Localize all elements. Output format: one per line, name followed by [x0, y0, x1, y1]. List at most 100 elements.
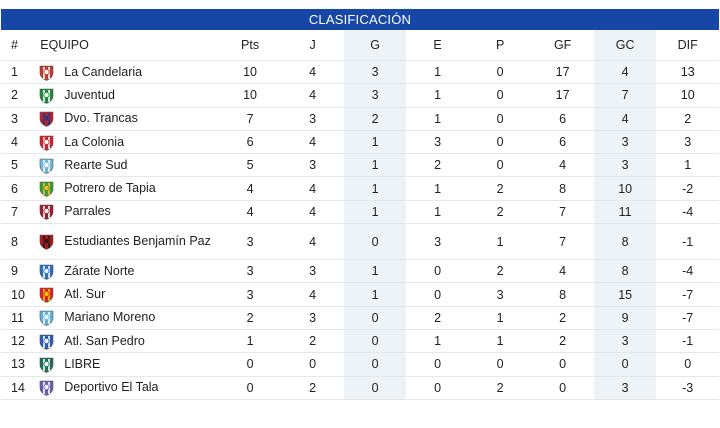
- stat-pts: 3: [218, 259, 282, 283]
- stat-pts: 10: [218, 59, 282, 84]
- stat-dif: -7: [656, 305, 719, 330]
- col-header-g: G: [343, 30, 407, 61]
- row-team[interactable]: La Candelaria: [32, 59, 219, 84]
- stat-j: 3: [281, 153, 344, 177]
- stat-g: 0: [343, 352, 407, 377]
- stat-dif: 2: [656, 106, 719, 131]
- row-position: 7: [1, 199, 33, 224]
- stat-dif: -2: [656, 176, 719, 201]
- row-team[interactable]: LIBRE: [32, 352, 219, 377]
- stat-g: 0: [343, 305, 407, 330]
- stat-gc: 3: [593, 375, 657, 400]
- table-row[interactable]: 13 LIBRE 0 0 0 0 0 0 0 0: [1, 352, 719, 377]
- team-name[interactable]: Atl. Sur: [64, 287, 106, 302]
- row-position: 5: [1, 153, 33, 177]
- row-team[interactable]: Rearte Sud: [32, 153, 219, 177]
- stat-pts: 1: [218, 328, 282, 353]
- table-row[interactable]: 8 Estudiantes Benjamín Paz 3 4 0 3 1 7 8 -1: [1, 223, 719, 260]
- stat-pts: 0: [218, 375, 282, 400]
- header-row: # EQUIPO Pts J G E P GF GC DIF: [1, 30, 719, 61]
- juventud-crest-icon: [38, 87, 55, 104]
- stat-p: 2: [468, 199, 532, 224]
- col-header-team: EQUIPO: [40, 38, 89, 52]
- stat-dif: -7: [656, 282, 719, 307]
- stat-gc: 7: [593, 83, 657, 108]
- table-row[interactable]: 14 Deportivo El Tala 0 2 0 0 2 0 3 -3: [1, 375, 719, 400]
- mariano-moreno-crest-icon: [38, 309, 55, 327]
- table-row[interactable]: 7 Parrales 4 4 1 1 2 7 11 -4: [1, 199, 719, 224]
- row-team[interactable]: Parrales: [32, 199, 219, 224]
- team-name[interactable]: Potrero de Tapia: [64, 181, 156, 196]
- team-name[interactable]: Parrales: [64, 204, 111, 219]
- san-pedro-crest-icon: [38, 333, 55, 350]
- row-position: 8: [1, 223, 33, 260]
- team-name[interactable]: Estudiantes Benjamín Paz: [64, 234, 211, 249]
- stat-e: 1: [406, 176, 469, 201]
- rearte-crest-icon: [38, 157, 55, 174]
- row-team[interactable]: Zárate Norte: [32, 259, 219, 283]
- stat-gf: 17: [531, 83, 594, 108]
- stat-e: 1: [406, 328, 469, 353]
- col-header-gc: GC: [593, 30, 657, 61]
- stat-g: 3: [343, 59, 407, 84]
- trancas-crest-icon: [38, 110, 55, 128]
- stat-gc: 3: [593, 153, 657, 177]
- stat-dif: 0: [656, 352, 719, 377]
- row-team[interactable]: Deportivo El Tala: [32, 375, 219, 400]
- stat-e: 0: [406, 282, 469, 307]
- stat-g: 0: [343, 375, 407, 400]
- table-row[interactable]: 5 Rearte Sud 5 3 1 2 0 4 3 1: [1, 153, 719, 177]
- stat-gf: 4: [531, 259, 594, 283]
- table-row[interactable]: 3 Dvo. Trancas 7 3 2 1 0 6 4 2: [1, 106, 719, 131]
- row-team[interactable]: Dvo. Trancas: [32, 106, 219, 131]
- team-name[interactable]: Zárate Norte: [64, 263, 135, 278]
- table-row[interactable]: 6 Potrero de Tapia 4 4 1 1 2 8 10 -2: [1, 176, 719, 201]
- table-row[interactable]: 2 Juventud 10 4 3 1 0 17 7 10: [1, 83, 719, 108]
- stat-pts: 0: [218, 352, 282, 377]
- row-position: 12: [1, 328, 33, 353]
- team-name[interactable]: La Colonia: [64, 134, 125, 149]
- team-name[interactable]: Dvo. Trancas: [64, 111, 138, 126]
- stat-j: 0: [281, 352, 344, 377]
- stat-e: 1: [406, 106, 469, 131]
- team-name[interactable]: Rearte Sud: [64, 157, 128, 172]
- stat-gf: 7: [531, 223, 594, 260]
- row-team[interactable]: Juventud: [32, 83, 219, 108]
- stat-dif: -3: [656, 375, 719, 400]
- stat-dif: 10: [656, 83, 719, 108]
- stat-j: 4: [281, 223, 344, 260]
- stat-e: 2: [406, 305, 469, 330]
- team-name[interactable]: Mariano Moreno: [64, 310, 156, 325]
- team-name[interactable]: Atl. San Pedro: [64, 333, 145, 348]
- el-tala-crest-icon: [38, 379, 55, 397]
- table-row[interactable]: 11 Mariano Moreno 2 3 0 2 1 2 9 -7: [1, 305, 719, 330]
- table-row[interactable]: 12 Atl. San Pedro 1 2 0 1 1 2 3 -1: [1, 328, 719, 353]
- stat-g: 2: [343, 106, 407, 131]
- table-row[interactable]: 10 Atl. Sur 3 4 1 0 3 8 15 -7: [1, 282, 719, 307]
- stat-pts: 7: [218, 106, 282, 131]
- stat-gf: 6: [531, 106, 594, 131]
- standings-body: 1 La Candelaria 10 4 3 1 0 17 4 13 2 Juventud 10 4 3 1 0…: [1, 59, 719, 400]
- row-team[interactable]: Estudiantes Benjamín Paz: [32, 223, 219, 260]
- stat-pts: 10: [218, 83, 282, 108]
- team-name[interactable]: La Candelaria: [64, 64, 143, 79]
- row-position: 4: [1, 129, 33, 154]
- stat-g: 1: [343, 199, 407, 224]
- row-team[interactable]: Atl. San Pedro: [32, 328, 219, 353]
- stat-e: 1: [406, 59, 469, 84]
- row-team[interactable]: La Colonia: [32, 129, 219, 154]
- stat-g: 1: [343, 176, 407, 201]
- table-row[interactable]: 9 Zárate Norte 3 3 1 0 2 4 8 -4: [1, 259, 719, 283]
- row-team[interactable]: Mariano Moreno: [32, 305, 219, 330]
- team-name[interactable]: Deportivo El Tala: [64, 380, 159, 395]
- table-row[interactable]: 4 La Colonia 6 4 1 3 0 6 3 3: [1, 129, 719, 154]
- row-team[interactable]: Potrero de Tapia: [32, 176, 219, 201]
- stat-g: 1: [343, 129, 407, 154]
- row-team[interactable]: Atl. Sur: [32, 282, 219, 307]
- row-position: 10: [1, 282, 33, 307]
- team-name[interactable]: Juventud: [64, 87, 115, 102]
- stat-e: 1: [406, 83, 469, 108]
- atl-sur-crest-icon: [38, 286, 55, 303]
- table-row[interactable]: 1 La Candelaria 10 4 3 1 0 17 4 13: [1, 59, 719, 84]
- team-name[interactable]: LIBRE: [64, 356, 101, 371]
